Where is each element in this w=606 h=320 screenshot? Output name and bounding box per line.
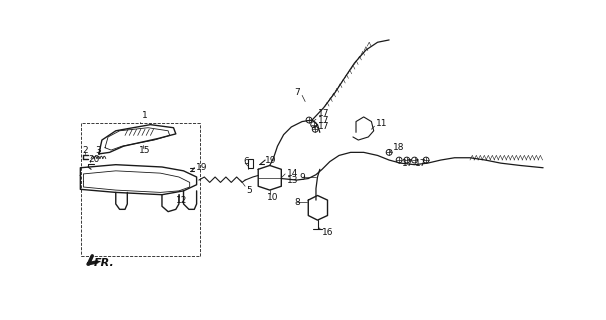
Text: 5: 5 (247, 186, 253, 195)
Text: 16: 16 (322, 228, 334, 237)
Text: 6: 6 (244, 157, 249, 166)
Text: 1: 1 (142, 111, 148, 120)
Text: 8: 8 (295, 198, 300, 207)
Text: 17: 17 (318, 109, 329, 118)
Text: 19: 19 (196, 163, 207, 172)
Text: 13: 13 (287, 176, 298, 185)
Text: 17: 17 (318, 122, 329, 131)
Text: 18: 18 (393, 143, 404, 152)
Text: 7: 7 (295, 88, 300, 97)
Text: 3: 3 (96, 146, 101, 155)
Bar (248, 158, 253, 168)
Text: 17: 17 (318, 116, 329, 124)
Text: 19: 19 (265, 156, 277, 164)
Text: 17: 17 (415, 159, 426, 168)
Text: 14: 14 (287, 169, 298, 179)
Text: 20: 20 (88, 155, 99, 164)
Text: 15: 15 (139, 146, 150, 155)
Text: 9: 9 (299, 172, 305, 181)
Text: 2: 2 (82, 146, 87, 155)
Text: 10: 10 (267, 193, 278, 202)
Text: FR.: FR. (94, 258, 115, 268)
Text: 11: 11 (376, 119, 387, 128)
Text: 17: 17 (402, 159, 414, 168)
Text: 12: 12 (176, 196, 187, 204)
